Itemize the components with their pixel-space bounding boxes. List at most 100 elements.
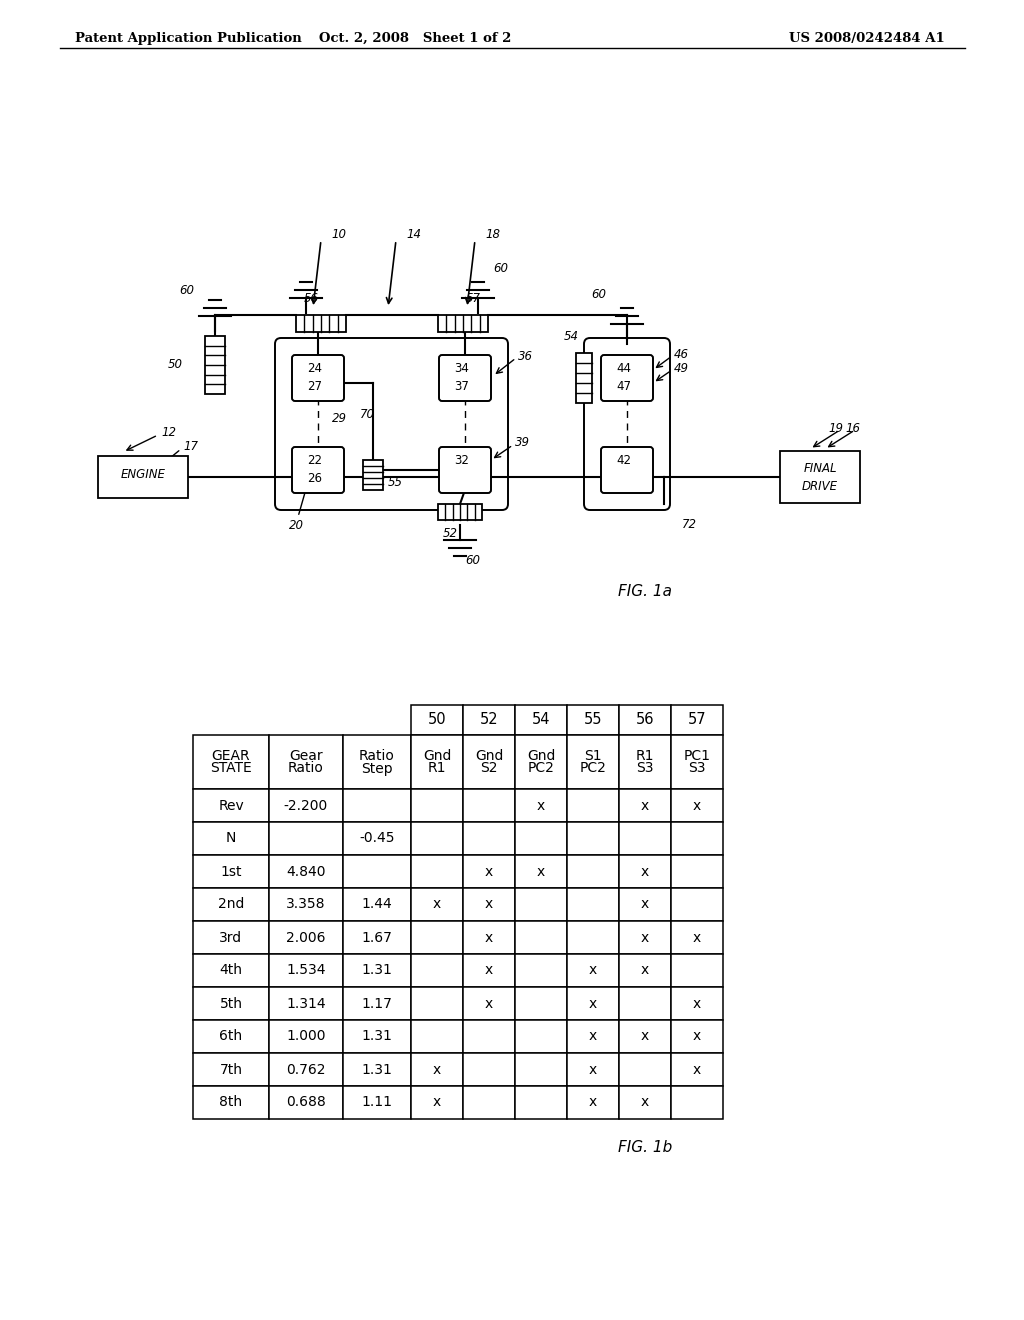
- Bar: [269, 1086, 343, 1119]
- Text: 37: 37: [455, 380, 469, 393]
- Text: x: x: [433, 898, 441, 912]
- FancyBboxPatch shape: [439, 355, 490, 401]
- Text: Gear: Gear: [289, 748, 323, 763]
- Bar: [193, 987, 269, 1020]
- Bar: [193, 789, 269, 822]
- Bar: [567, 789, 618, 822]
- Bar: [671, 705, 723, 735]
- Text: 57: 57: [466, 292, 480, 305]
- Text: x: x: [641, 898, 649, 912]
- Text: 7th: 7th: [219, 1063, 243, 1077]
- Text: -0.45: -0.45: [359, 832, 394, 846]
- Bar: [343, 735, 411, 789]
- Bar: [618, 888, 671, 921]
- Bar: [463, 735, 515, 789]
- Bar: [463, 888, 515, 921]
- Bar: [671, 855, 723, 888]
- FancyBboxPatch shape: [780, 451, 860, 503]
- Text: 22: 22: [307, 454, 323, 467]
- Text: x: x: [485, 997, 494, 1011]
- Text: 54: 54: [531, 713, 550, 727]
- Text: 60: 60: [592, 288, 606, 301]
- Text: 1st: 1st: [220, 865, 242, 879]
- Text: x: x: [537, 865, 545, 879]
- Bar: [618, 735, 671, 789]
- Text: 56: 56: [303, 292, 318, 305]
- Bar: [411, 855, 463, 888]
- FancyBboxPatch shape: [601, 447, 653, 492]
- Bar: [269, 789, 343, 822]
- Text: PC2: PC2: [527, 762, 554, 776]
- Text: Oct. 2, 2008   Sheet 1 of 2: Oct. 2, 2008 Sheet 1 of 2: [318, 32, 511, 45]
- Bar: [671, 822, 723, 855]
- Text: x: x: [641, 964, 649, 978]
- Text: 0.688: 0.688: [286, 1096, 326, 1110]
- Bar: [193, 822, 269, 855]
- Bar: [343, 1086, 411, 1119]
- Text: 1.534: 1.534: [287, 964, 326, 978]
- Bar: [618, 1086, 671, 1119]
- Bar: [463, 954, 515, 987]
- Text: Rev: Rev: [218, 799, 244, 813]
- Text: 5th: 5th: [219, 997, 243, 1011]
- Text: 18: 18: [485, 228, 500, 242]
- Bar: [671, 987, 723, 1020]
- Bar: [269, 987, 343, 1020]
- Text: x: x: [589, 1096, 597, 1110]
- Bar: [515, 921, 567, 954]
- Text: 47: 47: [616, 380, 632, 393]
- Text: 1.000: 1.000: [287, 1030, 326, 1044]
- Text: S1: S1: [584, 748, 602, 763]
- Text: Ratio: Ratio: [359, 748, 395, 763]
- Text: DRIVE: DRIVE: [802, 479, 838, 492]
- Bar: [515, 1053, 567, 1086]
- Text: 52: 52: [479, 713, 499, 727]
- Bar: [671, 888, 723, 921]
- Bar: [567, 735, 618, 789]
- Text: x: x: [433, 1096, 441, 1110]
- Text: 56: 56: [636, 713, 654, 727]
- Bar: [343, 855, 411, 888]
- Bar: [343, 921, 411, 954]
- Text: 60: 60: [465, 553, 480, 566]
- Bar: [567, 1086, 618, 1119]
- Text: 34: 34: [455, 363, 469, 375]
- Bar: [269, 855, 343, 888]
- Bar: [515, 735, 567, 789]
- Bar: [205, 337, 225, 393]
- Bar: [515, 822, 567, 855]
- Bar: [463, 987, 515, 1020]
- Bar: [343, 822, 411, 855]
- Bar: [463, 855, 515, 888]
- Text: 17: 17: [183, 441, 198, 454]
- Text: 27: 27: [307, 380, 323, 393]
- Text: Gnd: Gnd: [423, 748, 452, 763]
- Bar: [193, 954, 269, 987]
- Bar: [515, 987, 567, 1020]
- Bar: [411, 954, 463, 987]
- Text: 55: 55: [584, 713, 602, 727]
- Text: 49: 49: [674, 362, 689, 375]
- Bar: [671, 954, 723, 987]
- Text: Gnd: Gnd: [475, 748, 503, 763]
- Text: Patent Application Publication: Patent Application Publication: [75, 32, 302, 45]
- Bar: [411, 822, 463, 855]
- Bar: [343, 1020, 411, 1053]
- Bar: [269, 735, 343, 789]
- Bar: [618, 954, 671, 987]
- Bar: [463, 705, 515, 735]
- Text: x: x: [641, 1030, 649, 1044]
- Bar: [193, 1053, 269, 1086]
- Text: 50: 50: [168, 359, 183, 371]
- Bar: [618, 855, 671, 888]
- Text: 55: 55: [388, 477, 403, 490]
- Text: 2.006: 2.006: [287, 931, 326, 945]
- Bar: [567, 1053, 618, 1086]
- Bar: [671, 921, 723, 954]
- Bar: [193, 888, 269, 921]
- Text: FINAL: FINAL: [803, 462, 837, 474]
- Bar: [438, 504, 482, 520]
- Text: 60: 60: [494, 261, 509, 275]
- Bar: [671, 1020, 723, 1053]
- Bar: [567, 954, 618, 987]
